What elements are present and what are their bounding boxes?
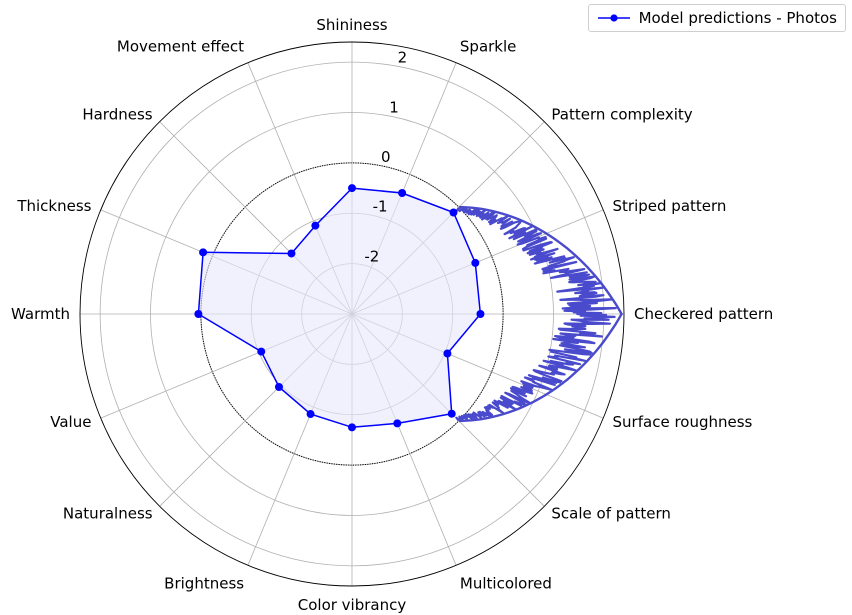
- series-points-layer: [194, 184, 485, 432]
- axis-label-6: Scale of pattern: [551, 504, 670, 522]
- data-point-7: [393, 419, 402, 428]
- axis-label-14: Hardness: [82, 106, 152, 124]
- data-point-6: [447, 409, 456, 418]
- axis-label-2: Pattern complexity: [551, 106, 692, 124]
- axis-label-5: Surface roughness: [613, 413, 753, 431]
- data-point-4: [476, 310, 485, 318]
- axis-label-0: Shininess: [316, 16, 387, 34]
- data-point-0: [348, 184, 356, 193]
- data-point-2: [449, 208, 458, 217]
- radial-tick-label-1: -1: [373, 198, 388, 216]
- radial-tick-label-0: -2: [364, 247, 379, 265]
- data-point-14: [287, 249, 296, 258]
- legend-marker-icon: [597, 14, 630, 22]
- noise-trace-layer: [455, 205, 623, 423]
- data-point-1: [398, 189, 407, 198]
- data-point-8: [348, 423, 356, 432]
- axis-label-15: Movement effect: [117, 37, 244, 55]
- radial-tick-label-2: 0: [381, 148, 391, 166]
- noise-trace: [455, 206, 617, 422]
- data-point-10: [274, 383, 283, 392]
- axis-label-12: Warmth: [11, 305, 70, 323]
- legend: Model predictions - Photos: [587, 4, 846, 32]
- outer-frame-circle: [79, 41, 625, 587]
- radial-ticks-layer: -2 -1 0 1 2: [364, 49, 407, 266]
- axis-labels-layer: Shininess Sparkle Pattern complexity Stripe…: [11, 16, 773, 614]
- axis-label-9: Brightness: [164, 575, 244, 593]
- noise-envelope: [458, 205, 623, 423]
- data-point-5: [443, 349, 452, 358]
- axis-label-13: Thickness: [16, 197, 91, 215]
- legend-label: Model predictions - Photos: [638, 9, 837, 27]
- data-point-11: [257, 347, 266, 356]
- data-point-9: [306, 410, 315, 419]
- data-point-15: [311, 221, 320, 230]
- axis-label-4: Checkered pattern: [634, 305, 773, 323]
- data-point-12: [194, 310, 203, 318]
- series-fill-layer: [198, 188, 481, 428]
- data-point-13: [199, 248, 208, 257]
- axis-label-1: Sparkle: [460, 37, 516, 55]
- axis-label-11: Value: [50, 413, 91, 431]
- axis-label-10: Naturalness: [63, 504, 153, 522]
- data-point-3: [471, 258, 480, 267]
- axis-label-3: Striped pattern: [613, 197, 727, 215]
- axis-label-7: Multicolored: [460, 575, 552, 593]
- radial-tick-label-3: 1: [389, 98, 399, 116]
- radial-tick-label-4: 2: [398, 49, 408, 67]
- axis-label-8: Color vibrancy: [298, 596, 407, 614]
- series-fill: [198, 188, 481, 428]
